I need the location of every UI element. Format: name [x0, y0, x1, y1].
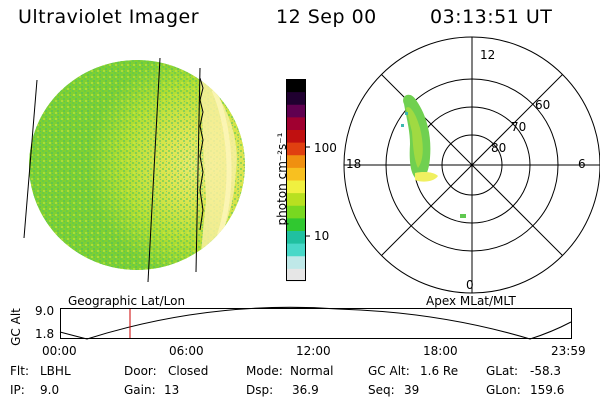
longitude-line [23, 79, 38, 239]
colorbar-segment [286, 129, 306, 143]
colorbar-segment [286, 192, 306, 206]
colorbar-segment [286, 255, 306, 269]
altitude-curve [59, 306, 572, 340]
info-glon-key: GLon: [486, 383, 521, 397]
dayside-glow [200, 75, 237, 262]
timeline-x-tick-1800: 18:00 [423, 344, 458, 358]
info-gcalt-key: GC Alt: [368, 364, 410, 378]
aurora-emission [401, 94, 466, 218]
info-dsp-value: 36.9 [292, 383, 319, 397]
colorbar-segment [286, 268, 306, 282]
timeline-y-tick-9: 9.0 [35, 304, 55, 318]
colorbar-segment [286, 230, 306, 244]
info-glat-key: GLat: [486, 364, 519, 378]
info-seq-value: 39 [404, 383, 420, 397]
info-gain-key: Gain: [124, 383, 156, 397]
colorbar-segment [286, 91, 306, 105]
timeline-x-tick-1200: 12:00 [296, 344, 331, 358]
date-label: 12 Sep 00 [276, 6, 377, 28]
info-door-value: Closed [168, 364, 209, 378]
info-ip-value: 9.0 [40, 383, 60, 397]
timeline-x-tick-0000: 00:00 [42, 344, 77, 358]
info-gain-value: 13 [164, 383, 180, 397]
info-gcalt-value: 1.6 Re [420, 364, 459, 378]
colorbar-segment [286, 154, 306, 168]
colorbar-segment [286, 180, 306, 194]
info-door-key: Door: [124, 364, 157, 378]
time-label: 03:13:51 UT [430, 6, 553, 28]
colorbar-segment [286, 205, 306, 219]
info-glon-value: 159.6 [530, 383, 565, 397]
info-mode-key: Mode: [246, 364, 283, 378]
lat-label-80: 80 [491, 141, 507, 155]
info-flt-key: Flt: [10, 364, 29, 378]
timeline-frame [60, 308, 572, 339]
info-dsp-key: Dsp: [246, 383, 274, 397]
info-seq-key: Seq: [368, 383, 395, 397]
colorbar-segment [286, 104, 306, 118]
timeline-x-tick-2359: 23:59 [551, 344, 586, 358]
timeline-y-tick-1-8: 1.8 [35, 327, 55, 341]
longitude-line [195, 67, 201, 273]
lat-label-70: 70 [511, 120, 527, 134]
info-ip-key: IP: [10, 383, 25, 397]
colorbar-segment [286, 167, 306, 181]
lat-label-60: 60 [535, 98, 551, 112]
info-flt-value: LBHL [40, 364, 71, 378]
colorbar-segment [286, 79, 306, 93]
timeline-left-title: Geographic Lat/Lon [68, 294, 186, 308]
colorbar-segment [286, 142, 306, 156]
longitude-line [147, 57, 161, 283]
colorbar-segment [286, 217, 306, 231]
color-bar [286, 79, 310, 282]
info-mode-value: Normal [290, 364, 334, 378]
colorbar-segment [286, 243, 306, 257]
mlt-label-18: 18 [346, 157, 362, 171]
instrument-title: Ultraviolet Imager [18, 6, 200, 28]
colorbar-tick-10: 10 [314, 229, 330, 243]
timeline-right-title: Apex MLat/MLT [426, 294, 516, 308]
mlt-label-0: 0 [466, 278, 474, 292]
mlt-label-12: 12 [480, 48, 496, 62]
timeline-x-tick-0600: 06:00 [169, 344, 204, 358]
colorbar-tick-100: 100 [314, 141, 337, 155]
colorbar-segment [286, 116, 306, 130]
mlt-label-6: 6 [578, 157, 586, 171]
info-glat-value: -58.3 [530, 364, 562, 378]
